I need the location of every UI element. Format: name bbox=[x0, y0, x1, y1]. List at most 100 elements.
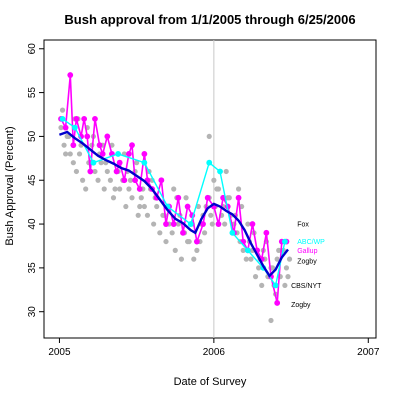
y-tick-label: 40 bbox=[27, 218, 38, 230]
gallup-point bbox=[215, 221, 222, 227]
y-axis-label: Bush Approval (Percent) bbox=[4, 126, 16, 245]
abcwp-point bbox=[187, 221, 194, 227]
poll-point bbox=[134, 160, 140, 166]
x-tick-label: 2007 bbox=[357, 347, 380, 358]
poll-point bbox=[206, 133, 212, 140]
abcwp-point bbox=[281, 238, 288, 245]
poll-point bbox=[63, 151, 69, 157]
y-tick-label: 30 bbox=[27, 306, 38, 318]
poll-point bbox=[83, 186, 89, 192]
poll-point bbox=[104, 168, 110, 175]
poll-point bbox=[259, 282, 265, 289]
gallup-point bbox=[141, 151, 148, 157]
annotation-label: Fox bbox=[297, 222, 309, 229]
poll-point bbox=[222, 221, 228, 227]
poll-point bbox=[73, 168, 80, 175]
poll-point bbox=[243, 256, 249, 262]
poll-point bbox=[144, 212, 151, 218]
poll-point bbox=[226, 195, 232, 201]
poll-point bbox=[110, 195, 117, 201]
poll-point bbox=[283, 265, 290, 271]
gallup-point bbox=[175, 194, 182, 201]
gallup-point bbox=[193, 238, 200, 245]
poll-point bbox=[59, 107, 66, 113]
gallup-point bbox=[67, 72, 74, 78]
y-tick-label: 45 bbox=[27, 174, 38, 186]
gallup-point bbox=[73, 115, 80, 122]
annotation-label: Zogby bbox=[291, 302, 311, 309]
poll-point bbox=[214, 186, 220, 192]
poll-point bbox=[282, 282, 288, 289]
poll-point bbox=[169, 230, 175, 236]
trend-line bbox=[59, 130, 289, 278]
annotation-label: Zogby bbox=[297, 258, 317, 265]
gallup-point bbox=[81, 115, 88, 122]
poll-point bbox=[80, 177, 86, 183]
gallup-point bbox=[136, 186, 143, 192]
gallup-point bbox=[129, 142, 135, 149]
poll-point bbox=[194, 247, 200, 253]
poll-point bbox=[107, 177, 113, 183]
poll-point bbox=[98, 160, 104, 166]
poll-point bbox=[163, 238, 169, 245]
annotations-layer: Fox ABC/WP Gallup Zogby CBS/NYT Zogby bbox=[291, 222, 325, 310]
poll-point bbox=[101, 186, 107, 192]
gallup-point bbox=[104, 133, 111, 140]
abcwp-point bbox=[244, 247, 251, 254]
poll-point bbox=[123, 203, 129, 210]
gallup-point bbox=[113, 168, 120, 175]
poll-point bbox=[137, 203, 143, 210]
gallup-point bbox=[96, 142, 103, 149]
gallup-point bbox=[274, 300, 281, 306]
gallup-point bbox=[180, 229, 186, 236]
gallup-point bbox=[121, 177, 128, 184]
poll-point bbox=[157, 230, 163, 236]
abcwp-point bbox=[206, 159, 213, 166]
gallup-point bbox=[249, 221, 256, 227]
poll-point bbox=[256, 265, 262, 271]
gallup-point bbox=[84, 133, 91, 140]
poll-point bbox=[129, 195, 135, 201]
gallup-point bbox=[87, 168, 94, 175]
poll-point bbox=[151, 221, 157, 227]
abcwp-point bbox=[90, 159, 97, 166]
abcwp-point bbox=[59, 115, 66, 122]
poll-point bbox=[172, 247, 178, 253]
poll-point bbox=[274, 256, 280, 262]
poll-point bbox=[135, 212, 141, 218]
abcwp-point bbox=[229, 229, 236, 236]
axes-layer: 2005 2006 2007 30 35 40 45 50 55 60 bbox=[27, 43, 380, 358]
gallup-point bbox=[184, 203, 191, 210]
abcwp-point bbox=[115, 151, 122, 157]
poll-point bbox=[208, 212, 214, 218]
poll-point bbox=[154, 203, 160, 210]
abcwp-point bbox=[71, 124, 78, 131]
poll-point bbox=[276, 247, 282, 253]
gallup-point bbox=[158, 177, 165, 184]
poll-point bbox=[252, 274, 259, 280]
gallup-line bbox=[60, 75, 287, 304]
poll-point bbox=[95, 177, 101, 183]
poll-point bbox=[138, 195, 144, 201]
poll-point bbox=[76, 151, 83, 157]
x-axis-label: Date of Survey bbox=[174, 376, 247, 388]
chart-title: Bush approval from 1/1/2005 through 6/25… bbox=[64, 12, 355, 27]
poll-point bbox=[223, 168, 229, 175]
poll-point bbox=[191, 256, 197, 262]
gallup-point bbox=[62, 124, 69, 131]
poll-point bbox=[58, 125, 64, 131]
poll-point bbox=[286, 256, 293, 262]
poll-point bbox=[67, 151, 73, 157]
y-tick-label: 35 bbox=[27, 262, 38, 274]
abcwp-point bbox=[272, 282, 279, 289]
poll-point bbox=[61, 142, 67, 148]
poll-point bbox=[171, 186, 177, 192]
annotation-label: Gallup bbox=[297, 248, 317, 255]
annotation-label: CBS/NYT bbox=[291, 283, 322, 290]
gallup-point bbox=[170, 221, 177, 227]
poll-point bbox=[285, 274, 291, 280]
annotation-label: ABC/WP bbox=[297, 239, 325, 246]
gallup-point bbox=[263, 229, 270, 236]
abcwp-point bbox=[141, 159, 148, 166]
